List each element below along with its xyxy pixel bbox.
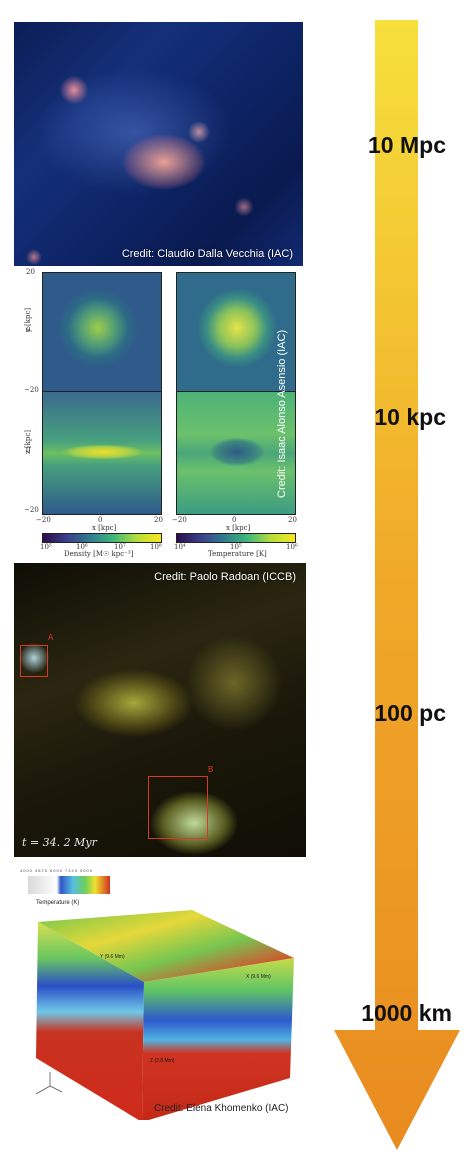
molecular-cloud-image: Credit: Paolo Radoan (ICCB) A B t = 34. … [14, 563, 306, 857]
cube-right-face [142, 958, 294, 1120]
temperature-map-edge-on [176, 391, 296, 515]
x-tick: 0 [232, 516, 237, 524]
scale-label-10-mpc: 10 Mpc [368, 132, 446, 158]
scale-label-100-pc: 100 pc [374, 700, 446, 726]
density-colorbar-label: Density [M☉ kpc⁻³] [64, 550, 134, 558]
y-tick: 0 [26, 446, 31, 454]
zoom-label-b: B [208, 765, 214, 774]
scale-label-1000-km: 1000 km [361, 1000, 452, 1026]
x-tick: 20 [288, 516, 297, 524]
scale-arrow: 10 Mpc 10 kpc 100 pc 1000 km [330, 20, 464, 1152]
zoom-region-b [148, 776, 208, 839]
cosmic-web-image: Credit: Claudio Dalla Vecchia (IAC) [14, 22, 303, 266]
y-tick: −20 [24, 506, 39, 514]
temperature-colorbar [28, 876, 110, 894]
temperature-tick: 10⁵ [230, 543, 242, 551]
cube-left-face [36, 922, 144, 1120]
density-tick: 10⁵ [40, 543, 52, 551]
temperature-label: Temperature (K) [36, 900, 80, 906]
time-label: t = 34. 2 Myr [22, 836, 97, 849]
solar-cube [35, 910, 294, 1120]
cube-top-face [38, 910, 294, 982]
temperature-map-face-on [176, 272, 296, 392]
temperature-colorbar-label: Temperature [K] [208, 550, 267, 558]
x-tick: 20 [154, 516, 163, 524]
axis-x-label: X (9.6 Mm) [246, 974, 271, 980]
density-tick: 10⁸ [150, 543, 162, 551]
cosmic-web-credit: Credit: Claudio Dalla Vecchia (IAC) [121, 248, 293, 260]
temperature-ticks: 4000 4875 6000 7349 9000 [20, 868, 93, 873]
galaxy-maps-credit: Credit: Isaac Alonso Asensio (IAC) [276, 329, 288, 498]
solar-convection-image: 4000 4875 6000 7349 9000 Temperature (K) [14, 860, 306, 1120]
galaxy-maps-figure: y [kpc] z [kpc] 20 0 −20 0 −20 −20 0 20 … [14, 268, 306, 558]
x-axis-label: x [kpc] [92, 524, 117, 532]
x-axis-label: x [kpc] [226, 524, 251, 532]
axis-y-label: Y (9.6 Mm) [100, 954, 125, 960]
x-tick: 0 [98, 516, 103, 524]
zoom-label-a: A [48, 633, 54, 642]
density-colorbar [42, 533, 162, 543]
x-tick: −20 [36, 516, 51, 524]
y-tick: 20 [26, 268, 35, 276]
density-tick: 10⁷ [114, 543, 126, 551]
density-map-edge-on [42, 391, 162, 515]
temperature-tick: 10⁶ [286, 543, 298, 551]
density-map-face-on [42, 272, 162, 392]
axis-z-label: Z (2.8 Mm) [150, 1058, 175, 1064]
temperature-tick: 10⁴ [174, 543, 186, 551]
x-tick: −20 [172, 516, 187, 524]
temperature-colorbar [176, 533, 296, 543]
density-tick: 10⁶ [76, 543, 88, 551]
solar-convection-credit: Credit: Elena Khomenko (IAC) [154, 1103, 289, 1114]
y-tick: 0 [26, 326, 31, 334]
molecular-cloud-credit: Credit: Paolo Radoan (ICCB) [154, 571, 296, 583]
arrow-shape [334, 20, 460, 1150]
y-tick: −20 [24, 386, 39, 394]
scale-label-10-kpc: 10 kpc [374, 404, 446, 430]
zoom-region-a [20, 645, 48, 677]
